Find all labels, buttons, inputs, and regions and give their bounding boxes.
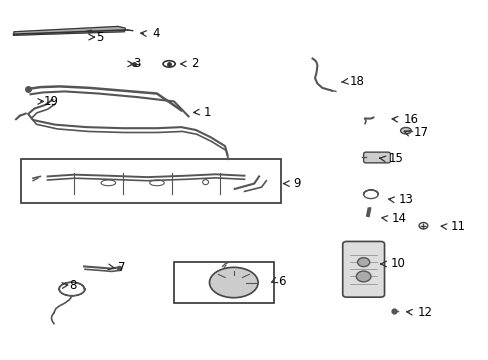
Text: 16: 16 (403, 113, 418, 126)
Text: 7: 7 (118, 261, 125, 274)
Text: 13: 13 (398, 193, 413, 206)
Text: 3: 3 (133, 57, 141, 71)
Text: 19: 19 (43, 95, 59, 108)
Ellipse shape (209, 267, 258, 298)
Text: 8: 8 (69, 279, 77, 292)
Text: 17: 17 (412, 126, 427, 139)
Ellipse shape (356, 271, 370, 282)
Ellipse shape (400, 127, 410, 134)
Text: 11: 11 (450, 220, 465, 233)
Text: 1: 1 (203, 105, 211, 119)
Text: 4: 4 (152, 27, 159, 40)
Text: 14: 14 (390, 212, 406, 225)
Text: 9: 9 (292, 177, 300, 190)
Text: 12: 12 (417, 306, 432, 319)
Text: 2: 2 (191, 57, 198, 71)
Bar (21, 158, 281, 203)
Text: 6: 6 (278, 275, 285, 288)
Bar (174, 262, 273, 303)
Polygon shape (14, 26, 125, 35)
Text: 18: 18 (349, 75, 364, 88)
FancyBboxPatch shape (342, 242, 384, 297)
Text: 5: 5 (96, 31, 103, 44)
Ellipse shape (357, 258, 369, 267)
Text: 15: 15 (388, 152, 403, 165)
FancyBboxPatch shape (363, 152, 389, 163)
Text: 10: 10 (389, 257, 405, 270)
